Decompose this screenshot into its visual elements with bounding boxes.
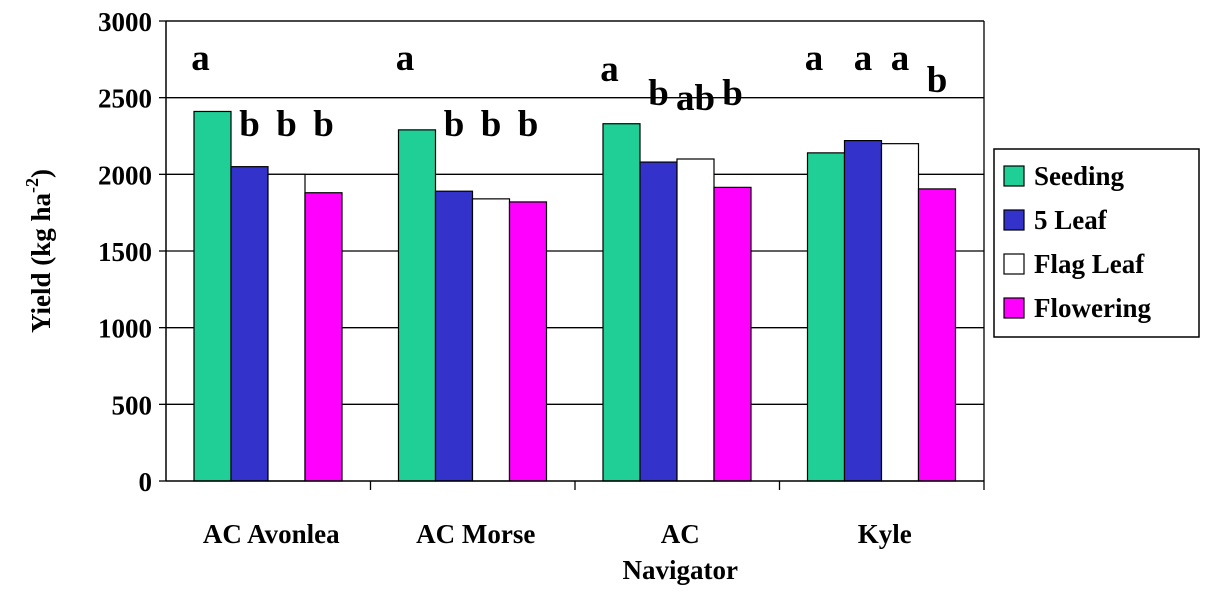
legend: Seeding 5 Leaf Flag Leaf Flowering [993, 148, 1200, 338]
significance-letter: a [854, 38, 873, 79]
significance-letter: b [239, 104, 260, 145]
bar-flag-leaf-1 [471, 198, 511, 482]
bar-flag-leaf-3 [880, 143, 920, 482]
legend-swatch [1003, 253, 1025, 275]
bar-flowering-0 [304, 192, 343, 482]
bar-5-leaf-1 [434, 190, 474, 482]
significance-letter: b [648, 73, 669, 114]
x-tick-labels: AC Avonlea AC Morse AC Navigator Kyle [203, 519, 912, 585]
significance-letter: b [313, 104, 334, 145]
bars [193, 110, 957, 482]
bar-flowering-3 [917, 188, 957, 482]
bar-seeding-1 [397, 129, 437, 482]
y-axis-label-superscript: -2 [22, 178, 42, 193]
significance-letter: a [191, 38, 210, 79]
significance-letter: b [722, 73, 743, 114]
significance-letter: a [805, 38, 824, 79]
bar-seeding-0 [193, 110, 232, 482]
x-tick-label: AC Morse [416, 519, 535, 549]
significance-letter: b [444, 104, 465, 145]
x-tick-label-line: AC [661, 519, 700, 549]
bar-flowering-2 [713, 186, 752, 482]
y-axis-label-main: Yield (kg ha [26, 192, 56, 333]
bar-seeding-2 [602, 123, 641, 482]
significance-letters: ab b bab b bab ab ba a ab [191, 38, 947, 145]
x-tick-label: Kyle [858, 519, 912, 549]
legend-box [993, 148, 1200, 338]
x-tick-label-line: AC Avonlea [203, 519, 340, 549]
legend-label: Seeding [1034, 161, 1125, 191]
x-tick-label-line: Kyle [858, 519, 912, 549]
axes [159, 20, 985, 490]
legend-swatch [1003, 165, 1025, 187]
x-tick-label-line: AC Morse [416, 519, 535, 549]
y-tick-label: 500 [112, 390, 153, 420]
significance-letter: a [891, 38, 910, 79]
x-tick-label: AC Navigator [623, 519, 738, 585]
significance-letter: b [481, 104, 502, 145]
bar-5-leaf-3 [843, 140, 883, 482]
significance-letter: a [396, 38, 415, 79]
legend-label: 5 Leaf [1034, 205, 1108, 235]
legend-swatch [1003, 209, 1025, 231]
significance-letter: ab [676, 78, 715, 119]
bar-seeding-3 [806, 152, 846, 482]
y-axis-label: Yield (kg ha-2) [22, 169, 56, 333]
bar-5-leaf-0 [230, 166, 269, 482]
y-tick-label: 1500 [98, 237, 152, 267]
y-tick-label: 2000 [98, 160, 152, 190]
significance-letter: a [600, 49, 619, 90]
y-tick-labels: 0 500 1000 1500 2000 2500 3000 [98, 7, 152, 497]
bar-flag-leaf-2 [676, 158, 715, 482]
significance-letter: b [276, 104, 297, 145]
x-tick-label: AC Avonlea [203, 519, 340, 549]
legend-label: Flowering [1034, 293, 1151, 323]
bar-flowering-1 [508, 201, 548, 482]
y-tick-label: 1000 [98, 314, 152, 344]
y-axis-label-close: ) [26, 169, 56, 178]
bar-5-leaf-2 [639, 161, 678, 482]
y-tick-label: 3000 [98, 7, 152, 37]
x-tick-label-line: Navigator [623, 555, 738, 585]
significance-letter: b [927, 60, 948, 101]
legend-swatch [1003, 297, 1025, 319]
legend-label: Flag Leaf [1034, 249, 1145, 279]
y-tick-label: 0 [139, 467, 153, 497]
y-tick-label: 2500 [98, 84, 152, 114]
bar-flag-leaf-0 [267, 173, 306, 482]
significance-letter: b [518, 104, 539, 145]
